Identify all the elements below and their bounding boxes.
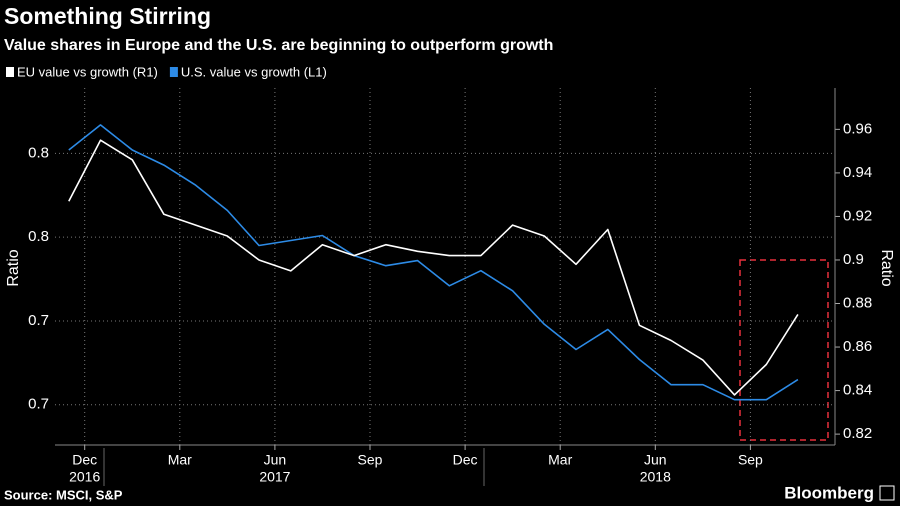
- year-label: 2018: [640, 469, 671, 485]
- y-tick-label: 0.8: [28, 144, 49, 161]
- y2-tick-label: 0.88: [843, 294, 872, 311]
- y2-tick-label: 0.84: [843, 382, 872, 399]
- legend-label: U.S. value vs growth (L1): [181, 64, 327, 79]
- y-tick-label: 0.7: [28, 312, 49, 329]
- series-line: [68, 124, 799, 401]
- year-label: 2017: [259, 469, 290, 485]
- x-tick-label: Mar: [548, 452, 572, 468]
- y2-tick-label: 0.96: [843, 120, 872, 137]
- chart-subtitle: Value shares in Europe and the U.S. are …: [4, 37, 553, 54]
- chart-title: Something Stirring: [4, 3, 211, 29]
- y2-axis-label: Ratio: [878, 249, 895, 286]
- y2-tick-label: 0.92: [843, 207, 872, 224]
- x-tick-label: Jun: [264, 452, 287, 468]
- legend-label: EU value vs growth (R1): [17, 64, 158, 79]
- brand-icon: [879, 485, 895, 501]
- y2-tick-label: 0.86: [843, 338, 872, 355]
- y2-tick-label: 0.9: [843, 251, 864, 268]
- x-tick-label: Mar: [168, 452, 192, 468]
- x-tick-label: Dec: [72, 452, 97, 468]
- x-tick-label: Jun: [644, 452, 667, 468]
- y-tick-label: 0.7: [28, 396, 49, 413]
- y2-tick-label: 0.82: [843, 425, 872, 442]
- brand: Bloomberg: [784, 483, 874, 502]
- year-label: 2016: [69, 469, 100, 485]
- x-tick-label: Sep: [738, 452, 763, 468]
- y-axis-label: Ratio: [5, 249, 22, 286]
- source: Source: MSCI, S&P: [4, 487, 123, 502]
- legend-swatch: [169, 67, 178, 77]
- y2-tick-label: 0.94: [843, 164, 872, 181]
- x-tick-label: Sep: [358, 452, 383, 468]
- y-tick-label: 0.8: [28, 228, 49, 245]
- series-line: [68, 139, 799, 396]
- legend-swatch: [6, 67, 14, 77]
- highlight-box: [739, 259, 829, 441]
- x-tick-label: Dec: [453, 452, 478, 468]
